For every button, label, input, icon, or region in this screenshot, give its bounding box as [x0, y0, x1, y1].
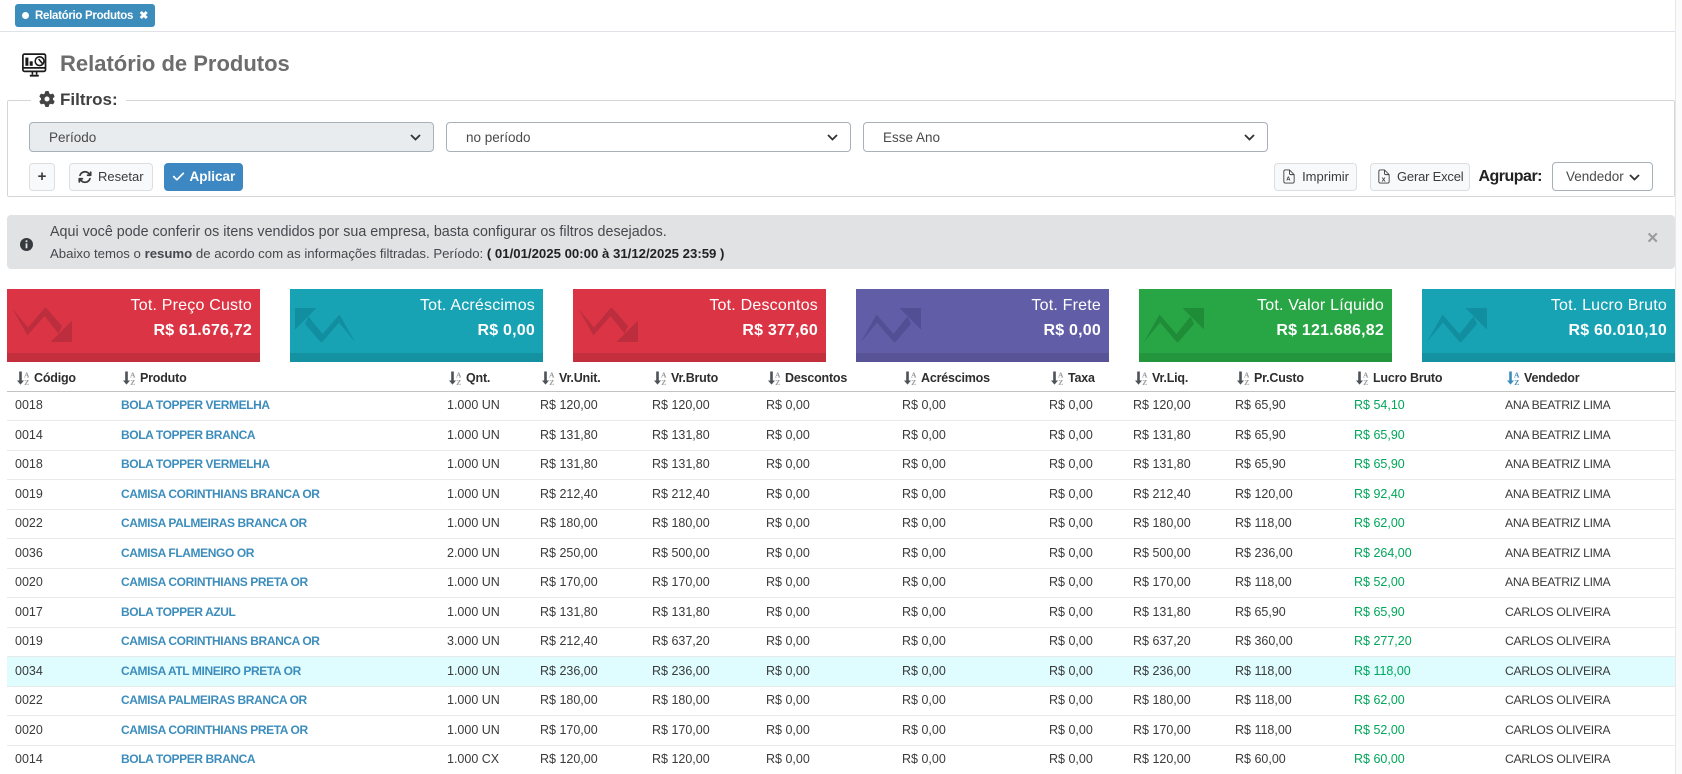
svg-text:Z: Z [775, 378, 780, 385]
svg-text:A: A [1244, 371, 1250, 379]
svg-text:A: A [1142, 371, 1148, 379]
svg-text:Z: Z [549, 378, 554, 385]
svg-text:A: A [661, 371, 667, 379]
svg-text:Z: Z [1142, 378, 1147, 385]
svg-text:A: A [549, 371, 555, 379]
svg-text:A: A [24, 371, 30, 379]
svg-text:Z: Z [1244, 378, 1249, 385]
svg-text:A: A [775, 371, 781, 379]
svg-text:A: A [130, 371, 136, 379]
svg-text:A: A [1058, 371, 1064, 379]
svg-text:Z: Z [661, 378, 666, 385]
svg-text:A: A [1514, 371, 1520, 379]
svg-text:Z: Z [456, 378, 461, 385]
svg-text:Z: Z [911, 378, 916, 385]
svg-text:Z: Z [1058, 378, 1063, 385]
svg-text:x: x [1382, 176, 1386, 183]
svg-text:Z: Z [130, 378, 135, 385]
svg-text:A: A [456, 371, 462, 379]
svg-text:Z: Z [1363, 378, 1368, 385]
svg-text:A: A [1286, 177, 1291, 183]
svg-text:A: A [1363, 371, 1369, 379]
svg-text:A: A [911, 371, 917, 379]
svg-text:Z: Z [1514, 378, 1519, 385]
svg-text:Z: Z [24, 378, 29, 385]
